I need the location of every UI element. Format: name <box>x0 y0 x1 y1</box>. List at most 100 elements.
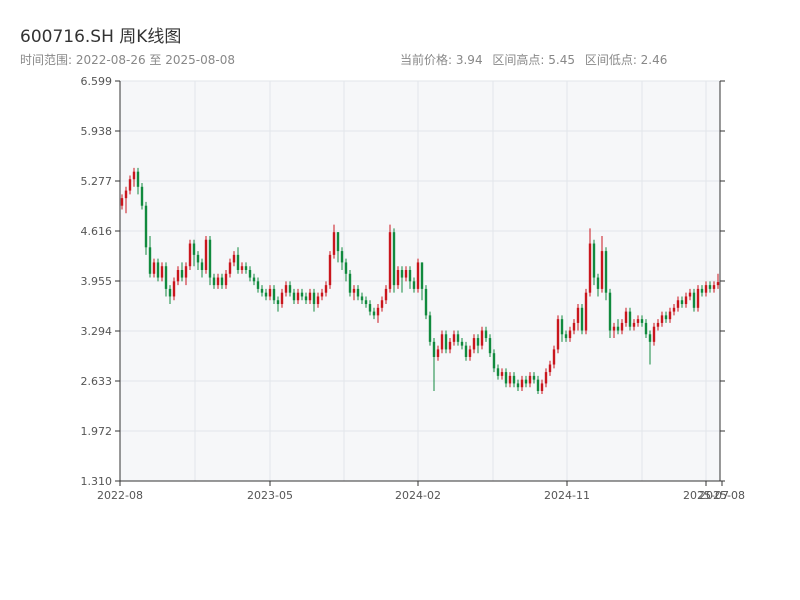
candle-body <box>168 288 172 297</box>
candle-body <box>700 288 704 293</box>
candle-body <box>652 326 656 342</box>
candle-body <box>280 292 284 305</box>
x-tick-label: 2023-05 <box>247 489 293 502</box>
candle-body <box>248 269 252 278</box>
candle-body <box>432 341 436 357</box>
candle-body <box>424 288 428 316</box>
candle-body <box>356 288 360 297</box>
candle-body <box>232 254 236 263</box>
candle-body <box>320 292 324 297</box>
candle-body <box>660 315 664 323</box>
candle-body <box>244 266 248 270</box>
candle-body <box>392 232 396 286</box>
candle-body <box>408 269 412 282</box>
candle-body <box>712 285 716 289</box>
candle-body <box>148 247 152 274</box>
candle-body <box>612 326 616 331</box>
candle-body <box>220 277 224 286</box>
candle-body <box>448 341 452 350</box>
candle-body <box>656 322 660 327</box>
candle-body <box>624 311 628 323</box>
candle-body <box>412 281 416 289</box>
x-tick-label: 2024-02 <box>395 489 441 502</box>
candle-body <box>588 243 592 293</box>
candle-body <box>144 205 148 248</box>
candle-body <box>524 379 528 384</box>
candle-body <box>668 311 672 320</box>
candle-body <box>716 282 720 286</box>
candle-body <box>260 288 264 293</box>
candle-body <box>584 292 588 331</box>
candle-body <box>264 292 268 297</box>
candle-body <box>340 251 344 263</box>
y-tick-label: 4.616 <box>81 225 113 238</box>
candle-body <box>344 262 348 274</box>
candle-body <box>388 232 392 289</box>
candle-body <box>136 171 140 187</box>
candle-body <box>464 345 468 357</box>
candle-body <box>560 319 564 335</box>
candle-body <box>316 296 320 305</box>
candle-body <box>440 334 444 350</box>
candle-body <box>532 375 536 380</box>
candle-body <box>628 311 632 327</box>
candle-body <box>276 300 280 305</box>
candle-body <box>504 372 508 384</box>
candle-body <box>384 288 388 301</box>
candle-body <box>492 353 496 369</box>
candle-body <box>396 269 400 286</box>
candle-body <box>252 277 256 282</box>
candle-body <box>140 186 144 206</box>
candle-body <box>608 292 612 331</box>
candle-body <box>376 307 380 316</box>
candle-body <box>272 288 276 301</box>
candle-body <box>556 319 560 350</box>
candle-body <box>572 322 576 331</box>
range-low-text: 区间低点: 2.46 <box>584 53 668 67</box>
candle-body <box>460 341 464 346</box>
candle-body <box>372 311 376 316</box>
y-tick-label: 5.938 <box>81 125 113 138</box>
candle-body <box>540 383 544 392</box>
candle-body <box>324 285 328 293</box>
candle-body <box>648 334 652 342</box>
candle-body <box>436 349 440 357</box>
y-tick-label: 1.310 <box>81 475 113 488</box>
candle-body <box>304 296 308 301</box>
candle-body <box>416 262 420 289</box>
candle-body <box>152 262 156 274</box>
candle-body <box>596 277 600 289</box>
candle-body <box>452 334 456 342</box>
candle-body <box>616 326 620 331</box>
candle-body <box>480 330 484 346</box>
candle-body <box>580 307 584 331</box>
candle-body <box>472 338 476 350</box>
candle-body <box>224 273 228 286</box>
candle-body <box>604 251 608 293</box>
candle-body <box>176 269 180 282</box>
candle-body <box>420 262 424 289</box>
candle-body <box>300 292 304 297</box>
candle-body <box>184 266 188 278</box>
candle-body <box>160 266 164 278</box>
stats-bar: 当前价格: 3.94 区间高点: 5.45 区间低点: 2.46 <box>400 51 673 68</box>
candle-body <box>380 300 384 308</box>
candle-body <box>564 334 568 339</box>
candle-body <box>268 288 272 297</box>
candle-body <box>484 330 488 339</box>
candle-body <box>428 315 432 342</box>
y-tick-label: 3.294 <box>81 325 113 338</box>
candle-body <box>544 372 548 384</box>
candle-body <box>644 322 648 335</box>
candle-body <box>288 285 292 293</box>
y-tick-label: 6.599 <box>81 75 113 88</box>
candle-body <box>212 277 216 286</box>
candle-body <box>332 232 336 255</box>
candle-body <box>292 292 296 301</box>
candle-body <box>208 239 212 278</box>
candle-body <box>164 266 168 289</box>
candle-body <box>708 285 712 289</box>
candle-body <box>352 288 356 293</box>
candle-body <box>128 179 132 191</box>
